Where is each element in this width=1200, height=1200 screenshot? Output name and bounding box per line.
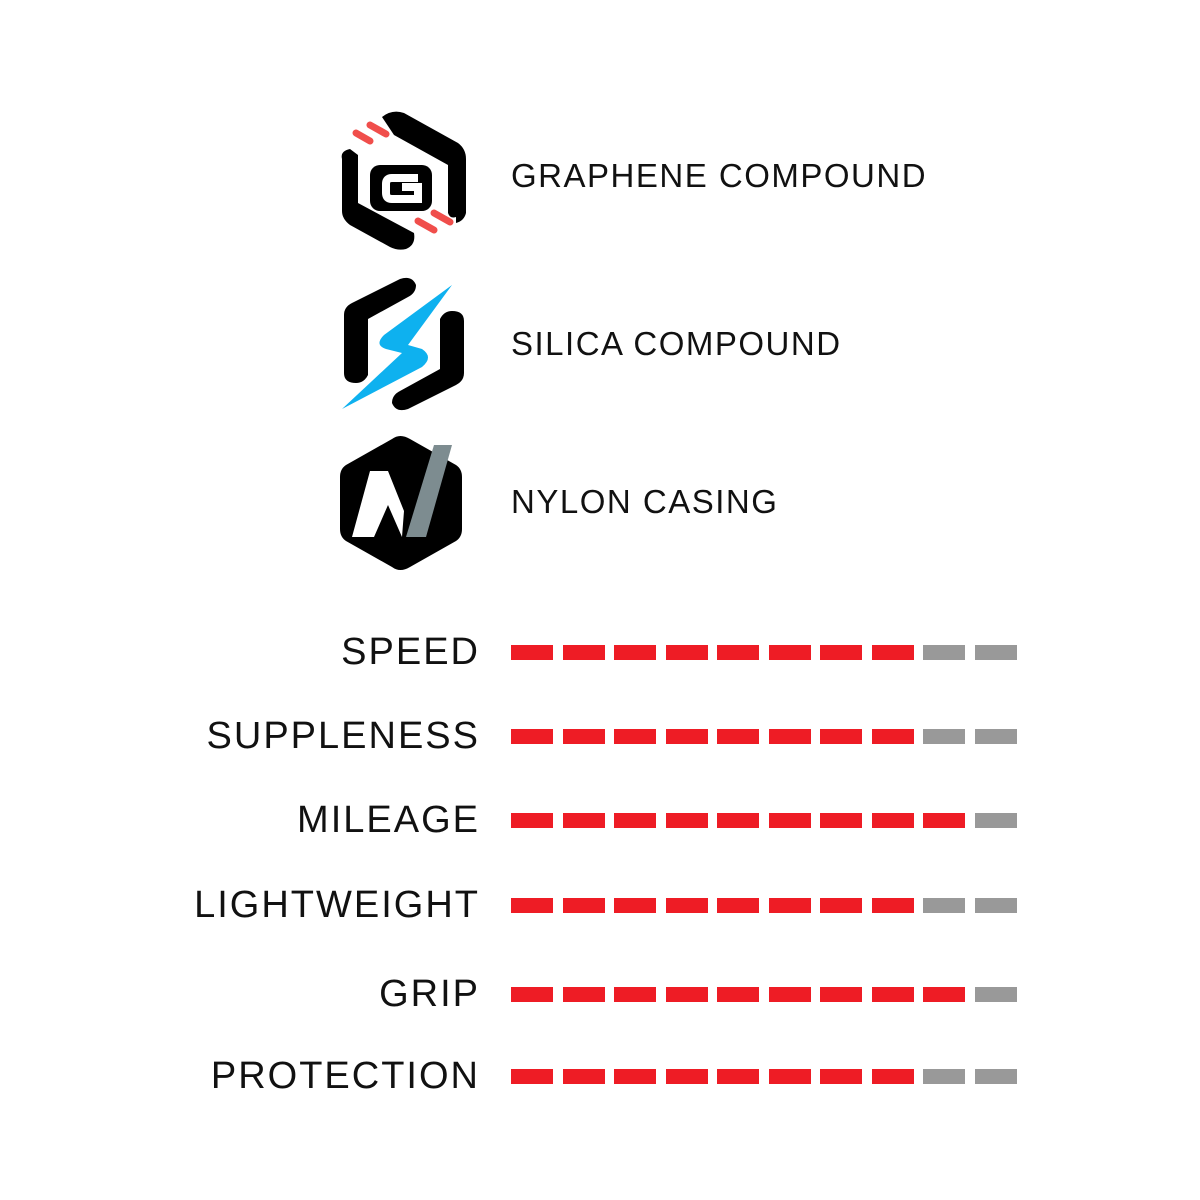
- rating-bar: [511, 987, 1017, 1002]
- rating-segment-filled: [923, 813, 965, 828]
- rating-segment-filled: [768, 987, 811, 1002]
- rating-segment-empty: [923, 645, 965, 660]
- rating-segment-filled: [614, 645, 656, 660]
- feature-silica: SILICA COMPOUND: [330, 275, 1030, 425]
- rating-segment-empty: [923, 898, 965, 913]
- rating-segment-filled: [768, 729, 811, 744]
- feature-nylon: NYLON CASING: [330, 433, 1030, 583]
- rating-row-protection: PROTECTION: [0, 1056, 1200, 1096]
- rating-segment-filled: [665, 1069, 708, 1084]
- rating-segment-filled: [665, 729, 708, 744]
- rating-segment-filled: [562, 813, 605, 828]
- rating-bar: [511, 813, 1017, 828]
- feature-label: SILICA COMPOUND: [511, 325, 842, 362]
- rating-label: SUPPLENESS: [206, 715, 480, 757]
- rating-segment-filled: [871, 898, 914, 913]
- rating-label: GRIP: [379, 973, 480, 1015]
- rating-segment-empty: [974, 645, 1017, 660]
- rating-bar: [511, 729, 1017, 744]
- rating-segment-filled: [562, 645, 605, 660]
- rating-segment-filled: [665, 898, 708, 913]
- rating-segment-filled: [614, 898, 656, 913]
- rating-row-mileage: MILEAGE: [0, 800, 1200, 840]
- rating-segment-filled: [768, 813, 811, 828]
- rating-segment-filled: [820, 813, 862, 828]
- rating-segment-filled: [562, 729, 605, 744]
- rating-segment-filled: [717, 898, 759, 913]
- rating-segment-filled: [511, 898, 553, 913]
- rating-segment-filled: [871, 987, 914, 1002]
- rating-segment-filled: [768, 1069, 811, 1084]
- rating-segment-filled: [871, 645, 914, 660]
- rating-label: MILEAGE: [297, 799, 480, 841]
- rating-bar: [511, 645, 1017, 660]
- rating-segment-filled: [562, 1069, 605, 1084]
- rating-label: PROTECTION: [210, 1055, 480, 1097]
- rating-segment-filled: [717, 729, 759, 744]
- rating-label: SPEED: [341, 631, 480, 673]
- rating-segment-filled: [820, 729, 862, 744]
- rating-segment-filled: [820, 898, 862, 913]
- rating-bar: [511, 898, 1017, 913]
- rating-segment-filled: [511, 813, 553, 828]
- nylon-n-hexagon-icon: [340, 436, 462, 570]
- rating-segment-filled: [511, 987, 553, 1002]
- rating-segment-filled: [717, 645, 759, 660]
- rating-segment-filled: [665, 813, 708, 828]
- rating-segment-filled: [768, 898, 811, 913]
- rating-segment-empty: [974, 1069, 1017, 1084]
- rating-segment-filled: [923, 987, 965, 1002]
- rating-segment-filled: [717, 1069, 759, 1084]
- feature-label: NYLON CASING: [511, 483, 779, 520]
- rating-segment-filled: [614, 729, 656, 744]
- silica-lightning-hexagon-icon: [342, 277, 464, 411]
- rating-segment-filled: [820, 645, 862, 660]
- rating-segment-filled: [614, 1069, 656, 1084]
- rating-segment-filled: [820, 1069, 862, 1084]
- rating-segment-filled: [614, 813, 656, 828]
- rating-segment-filled: [665, 645, 708, 660]
- rating-segment-filled: [820, 987, 862, 1002]
- rating-segment-filled: [511, 1069, 553, 1084]
- rating-row-lightweight: LIGHTWEIGHT: [0, 885, 1200, 925]
- rating-segment-empty: [974, 729, 1017, 744]
- rating-segment-filled: [511, 729, 553, 744]
- feature-label: GRAPHENE COMPOUND: [511, 157, 928, 194]
- rating-segment-empty: [974, 813, 1017, 828]
- rating-segment-filled: [871, 729, 914, 744]
- rating-row-suppleness: SUPPLENESS: [0, 716, 1200, 756]
- graphene-g-hexagon-icon: [341, 111, 466, 250]
- rating-row-grip: GRIP: [0, 974, 1200, 1014]
- rating-segment-filled: [871, 813, 914, 828]
- rating-segment-filled: [717, 987, 759, 1002]
- rating-bar: [511, 1069, 1017, 1084]
- rating-segment-filled: [871, 1069, 914, 1084]
- rating-segment-empty: [923, 729, 965, 744]
- rating-label: LIGHTWEIGHT: [194, 884, 480, 926]
- rating-segment-filled: [562, 898, 605, 913]
- rating-segment-filled: [717, 813, 759, 828]
- rating-segment-empty: [923, 1069, 965, 1084]
- rating-segment-filled: [511, 645, 553, 660]
- rating-segment-filled: [562, 987, 605, 1002]
- feature-graphene: GRAPHENE COMPOUND: [330, 105, 1030, 255]
- rating-segment-empty: [974, 898, 1017, 913]
- rating-segment-empty: [974, 987, 1017, 1002]
- rating-segment-filled: [768, 645, 811, 660]
- rating-segment-filled: [614, 987, 656, 1002]
- rating-segment-filled: [665, 987, 708, 1002]
- rating-row-speed: SPEED: [0, 632, 1200, 672]
